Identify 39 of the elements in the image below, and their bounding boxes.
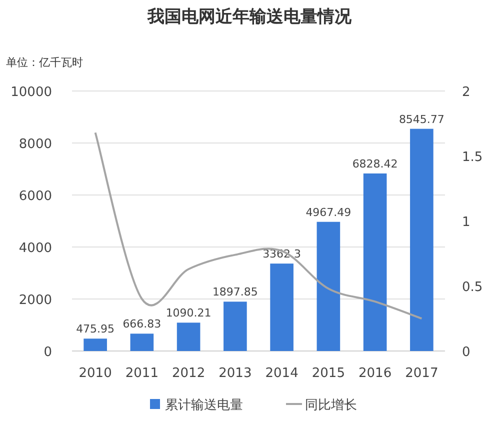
x-tick-label: 2013 [218,366,252,381]
y2-tick-label: 0.5 [462,280,483,295]
y-tick-label: 2000 [18,293,52,308]
x-tick-label: 2016 [358,366,392,381]
x-tick-label: 2014 [265,366,298,381]
x-tick-label: 2015 [312,366,345,381]
data-label: 1090.21 [166,306,212,320]
x-tick-label: 2012 [172,366,206,381]
bar [410,128,434,351]
bar [363,173,387,351]
bar [270,264,294,351]
x-tick-label: 2010 [78,366,112,381]
data-label: 6828.42 [352,157,398,170]
y2-tick-label: 0 [462,345,470,360]
bar [224,302,247,351]
y-axis-title: 单位：亿千瓦时 [6,56,83,69]
x-tick-label: 2017 [405,366,438,381]
data-label: 1897.85 [212,286,258,299]
y2-tick-label: 1.5 [462,150,483,165]
x-tick-label: 2011 [125,366,158,381]
y-tick-label: 4000 [18,241,52,256]
data-label: 8545.77 [398,112,444,126]
y-tick-label: 6000 [18,189,52,204]
bar [84,338,107,351]
line-series [94,132,423,320]
bar [316,222,340,351]
bar [130,334,154,351]
legend-label: 累计输送电量 [165,398,243,413]
data-label: 475.95 [76,322,115,336]
data-label: 4967.49 [306,206,352,219]
data-label: 666.83 [122,318,162,331]
legend-label: 同比增长 [305,398,357,413]
bar [176,322,200,351]
y2-tick-label: 1 [462,215,470,230]
y-tick-label: 0 [44,345,52,360]
chart-title: 我国电网近年输送电量情况 [146,7,352,27]
y-tick-label: 8000 [18,137,52,152]
y2-tick-label: 2 [462,85,470,100]
y-tick-label: 10000 [10,85,52,100]
